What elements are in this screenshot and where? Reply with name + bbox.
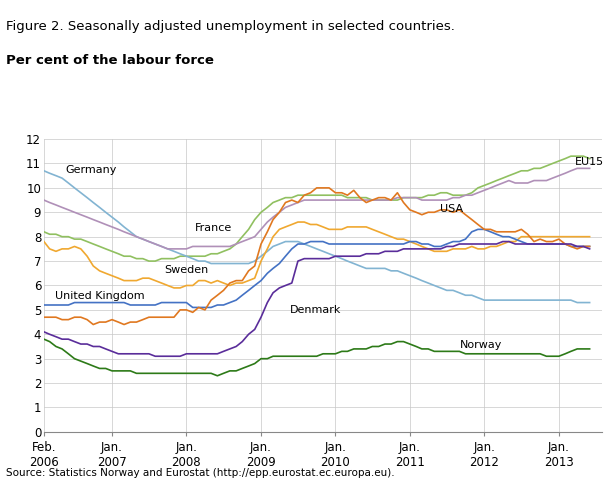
Text: Denmark: Denmark (290, 305, 341, 315)
Text: Per cent of the labour force: Per cent of the labour force (6, 54, 214, 67)
Text: France: France (195, 223, 232, 233)
Text: Source: Statistics Norway and Eurostat (http://epp.eurostat.ec.europa.eu).: Source: Statistics Norway and Eurostat (… (6, 468, 395, 478)
Text: Germany: Germany (65, 164, 117, 175)
Text: United Kingdom: United Kingdom (55, 291, 145, 302)
Text: Norway: Norway (460, 340, 502, 350)
Text: EU15: EU15 (575, 157, 605, 167)
Text: Sweden: Sweden (164, 264, 208, 275)
Text: USA: USA (440, 203, 464, 214)
Text: Figure 2. Seasonally adjusted unemployment in selected countries.: Figure 2. Seasonally adjusted unemployme… (6, 20, 455, 33)
